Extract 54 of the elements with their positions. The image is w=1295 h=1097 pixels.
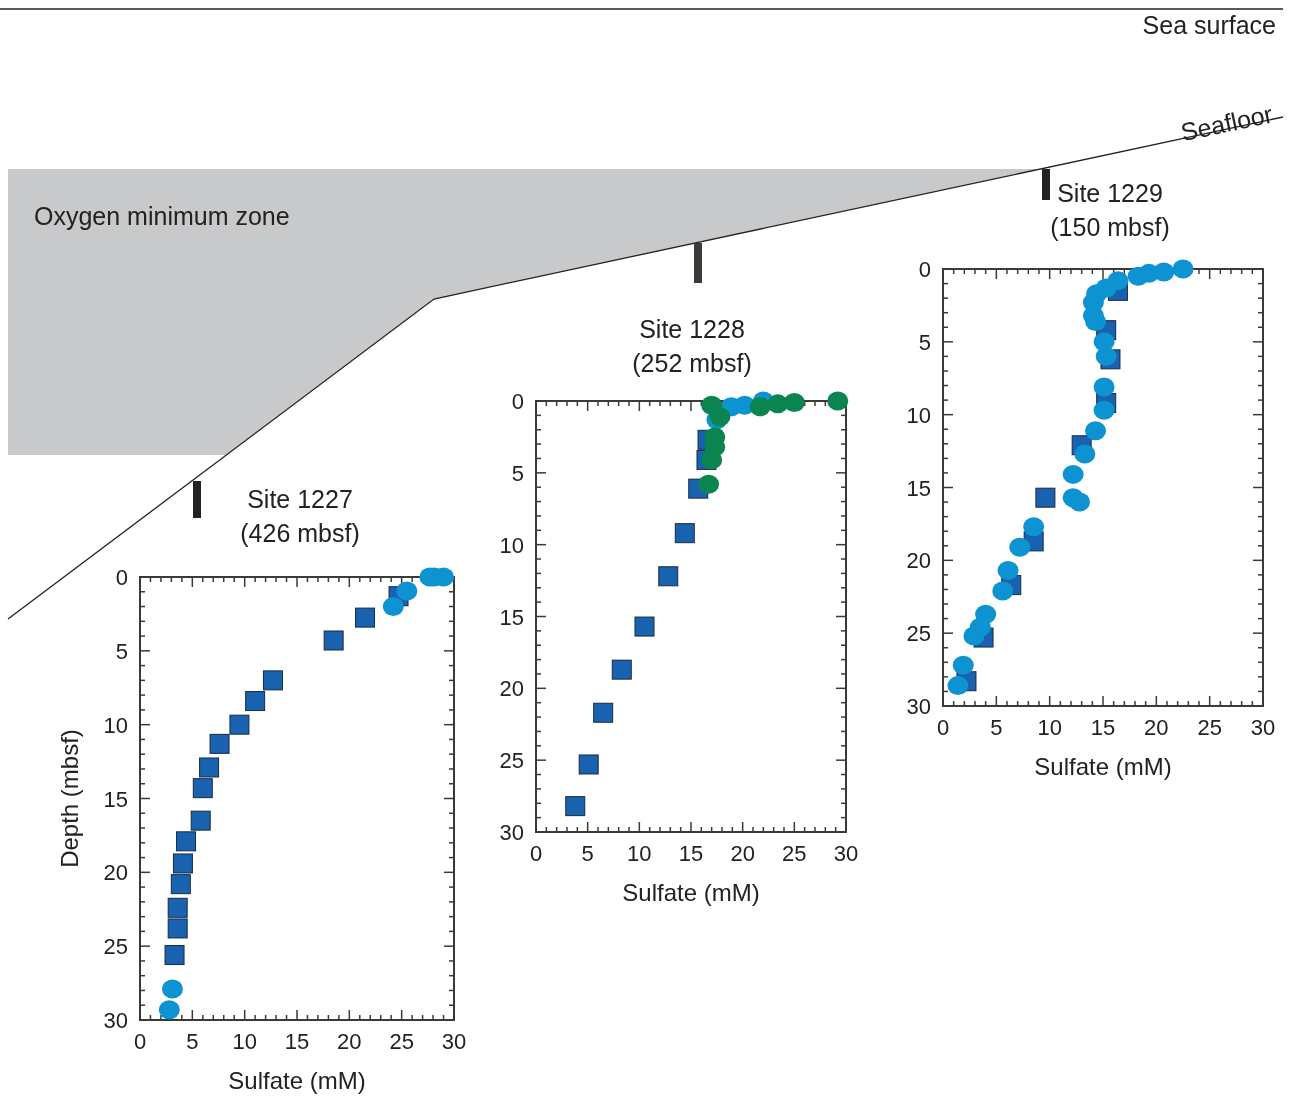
x-tick-label: 15	[284, 1029, 310, 1054]
x-tick-label: 10	[1037, 715, 1062, 740]
chart-title: Site 1229	[1057, 179, 1163, 207]
x-tick-label: 0	[936, 715, 950, 740]
y-tick-label: 0	[115, 565, 128, 590]
y-tick-label: 20	[103, 860, 128, 886]
y-tick-label: 30	[103, 1008, 128, 1033]
y-tick-label: 30	[499, 820, 524, 845]
x-tick-label: 5	[990, 715, 1003, 740]
x-tick-label: 10	[627, 841, 652, 866]
chart-subtitle: (252 mbsf)	[632, 349, 752, 377]
chart-title: Site 1228	[639, 315, 745, 343]
x-axis-title: Sulfate (mM)	[228, 1067, 366, 1094]
x-tick-label: 25	[782, 841, 807, 866]
y-tick-label: 25	[103, 934, 128, 960]
y-tick-label: 0	[511, 389, 524, 414]
x-tick-label: 30	[833, 841, 859, 866]
y-tick-label: 25	[499, 748, 524, 774]
y-tick-label: 0	[918, 257, 931, 282]
text: Seafloor	[1178, 99, 1276, 147]
x-tick-label: 5	[581, 841, 594, 866]
x-tick-label: 10	[232, 1029, 257, 1054]
chart-subtitle: (150 mbsf)	[1050, 213, 1170, 241]
y-tick-label: 5	[511, 460, 524, 486]
chart-title: Site 1227	[247, 485, 353, 513]
text: Oxygen minimum zone	[34, 202, 290, 230]
y-tick-label: 15	[906, 475, 931, 501]
y-tick-label: 10	[499, 532, 524, 558]
x-tick-label: 30	[441, 1029, 467, 1054]
y-axis-title: Depth (mbsf)	[56, 729, 83, 868]
x-tick-label: 25	[1197, 715, 1222, 740]
x-axis-title: Sulfate (mM)	[1034, 753, 1172, 780]
chart-subtitle: (426 mbsf)	[240, 519, 360, 547]
y-tick-label: 20	[499, 676, 524, 702]
x-tick-label: 30	[1250, 715, 1276, 740]
x-tick-label: 5	[186, 1029, 199, 1054]
y-tick-label: 10	[906, 402, 931, 428]
x-tick-label: 20	[1144, 715, 1169, 740]
y-tick-label: 25	[906, 621, 931, 647]
x-tick-label: 20	[730, 841, 755, 866]
x-tick-label: 25	[389, 1029, 414, 1054]
x-tick-label: 15	[1090, 715, 1116, 740]
y-tick-label: 5	[115, 638, 128, 664]
text: Sea surface	[1142, 11, 1276, 39]
y-tick-label: 20	[906, 548, 931, 574]
x-tick-label: 20	[337, 1029, 362, 1054]
y-tick-label: 15	[103, 786, 128, 812]
y-tick-label: 15	[499, 604, 524, 630]
x-tick-label: 0	[133, 1029, 147, 1054]
x-axis-title: Sulfate (mM)	[622, 879, 760, 906]
y-tick-label: 30	[906, 694, 931, 719]
x-tick-label: 0	[529, 841, 543, 866]
y-tick-label: 5	[918, 329, 931, 355]
x-tick-label: 15	[678, 841, 704, 866]
